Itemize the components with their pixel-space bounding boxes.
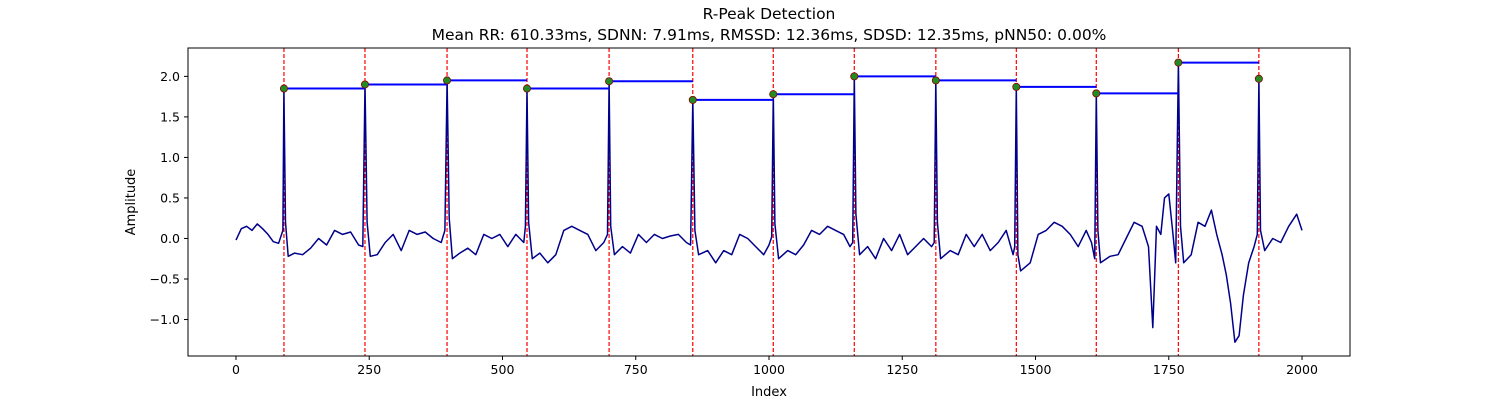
y-tick-label-6: 2.0: [160, 69, 180, 84]
r-peak-marker-2: [443, 76, 452, 85]
r-peak-marker-7: [850, 72, 859, 81]
x-axis: 0 250 500 750 1000 1250 1500 1750 2000: [232, 356, 1318, 377]
r-peak-marker-11: [1174, 58, 1183, 67]
x-tick-label-5: 1250: [886, 362, 918, 377]
r-peak-marker-5: [688, 95, 697, 104]
x-tick-label-1: 250: [357, 362, 381, 377]
x-tick-label-4: 1000: [753, 362, 785, 377]
x-axis-label: Index: [751, 385, 787, 400]
y-tick-label-1: −0.5: [150, 272, 180, 287]
r-peak-markers: [279, 58, 1263, 104]
r-peak-marker-6: [769, 90, 778, 99]
ecg-signal-line: [235, 61, 1303, 343]
r-peak-marker-12: [1254, 74, 1263, 83]
x-tick-label-6: 1500: [1020, 362, 1052, 377]
y-axis: −1.0 −0.5 0.0 0.5 1.0 1.5 2.0: [150, 69, 188, 327]
x-tick-label-3: 750: [624, 362, 648, 377]
x-tick-label-0: 0: [232, 362, 240, 377]
x-tick-label-8: 2000: [1286, 362, 1318, 377]
x-tick-label-7: 1750: [1153, 362, 1185, 377]
rr-interval-segments: [283, 61, 1259, 101]
r-peak-marker-1: [360, 80, 369, 89]
y-tick-label-4: 1.0: [160, 150, 180, 165]
r-peak-marker-10: [1092, 89, 1101, 98]
x-tick-label-2: 500: [491, 362, 515, 377]
ecg-signal: [235, 61, 1303, 343]
y-tick-label-3: 0.5: [160, 190, 180, 205]
y-tick-label-0: −1.0: [150, 312, 180, 327]
y-tick-label-2: 0.0: [160, 231, 180, 246]
r-peak-marker-0: [279, 84, 288, 93]
r-peak-marker-4: [605, 77, 614, 86]
y-axis-label: Amplitude: [124, 169, 139, 236]
chart-subtitle: Mean RR: 610.33ms, SDNN: 7.91ms, RMSSD: …: [432, 26, 1107, 44]
chart-title: R-Peak Detection: [703, 5, 836, 23]
y-tick-label-5: 1.5: [160, 109, 180, 124]
r-peak-marker-3: [523, 84, 532, 93]
r-peak-marker-9: [1012, 82, 1021, 91]
r-peak-marker-8: [931, 76, 940, 85]
